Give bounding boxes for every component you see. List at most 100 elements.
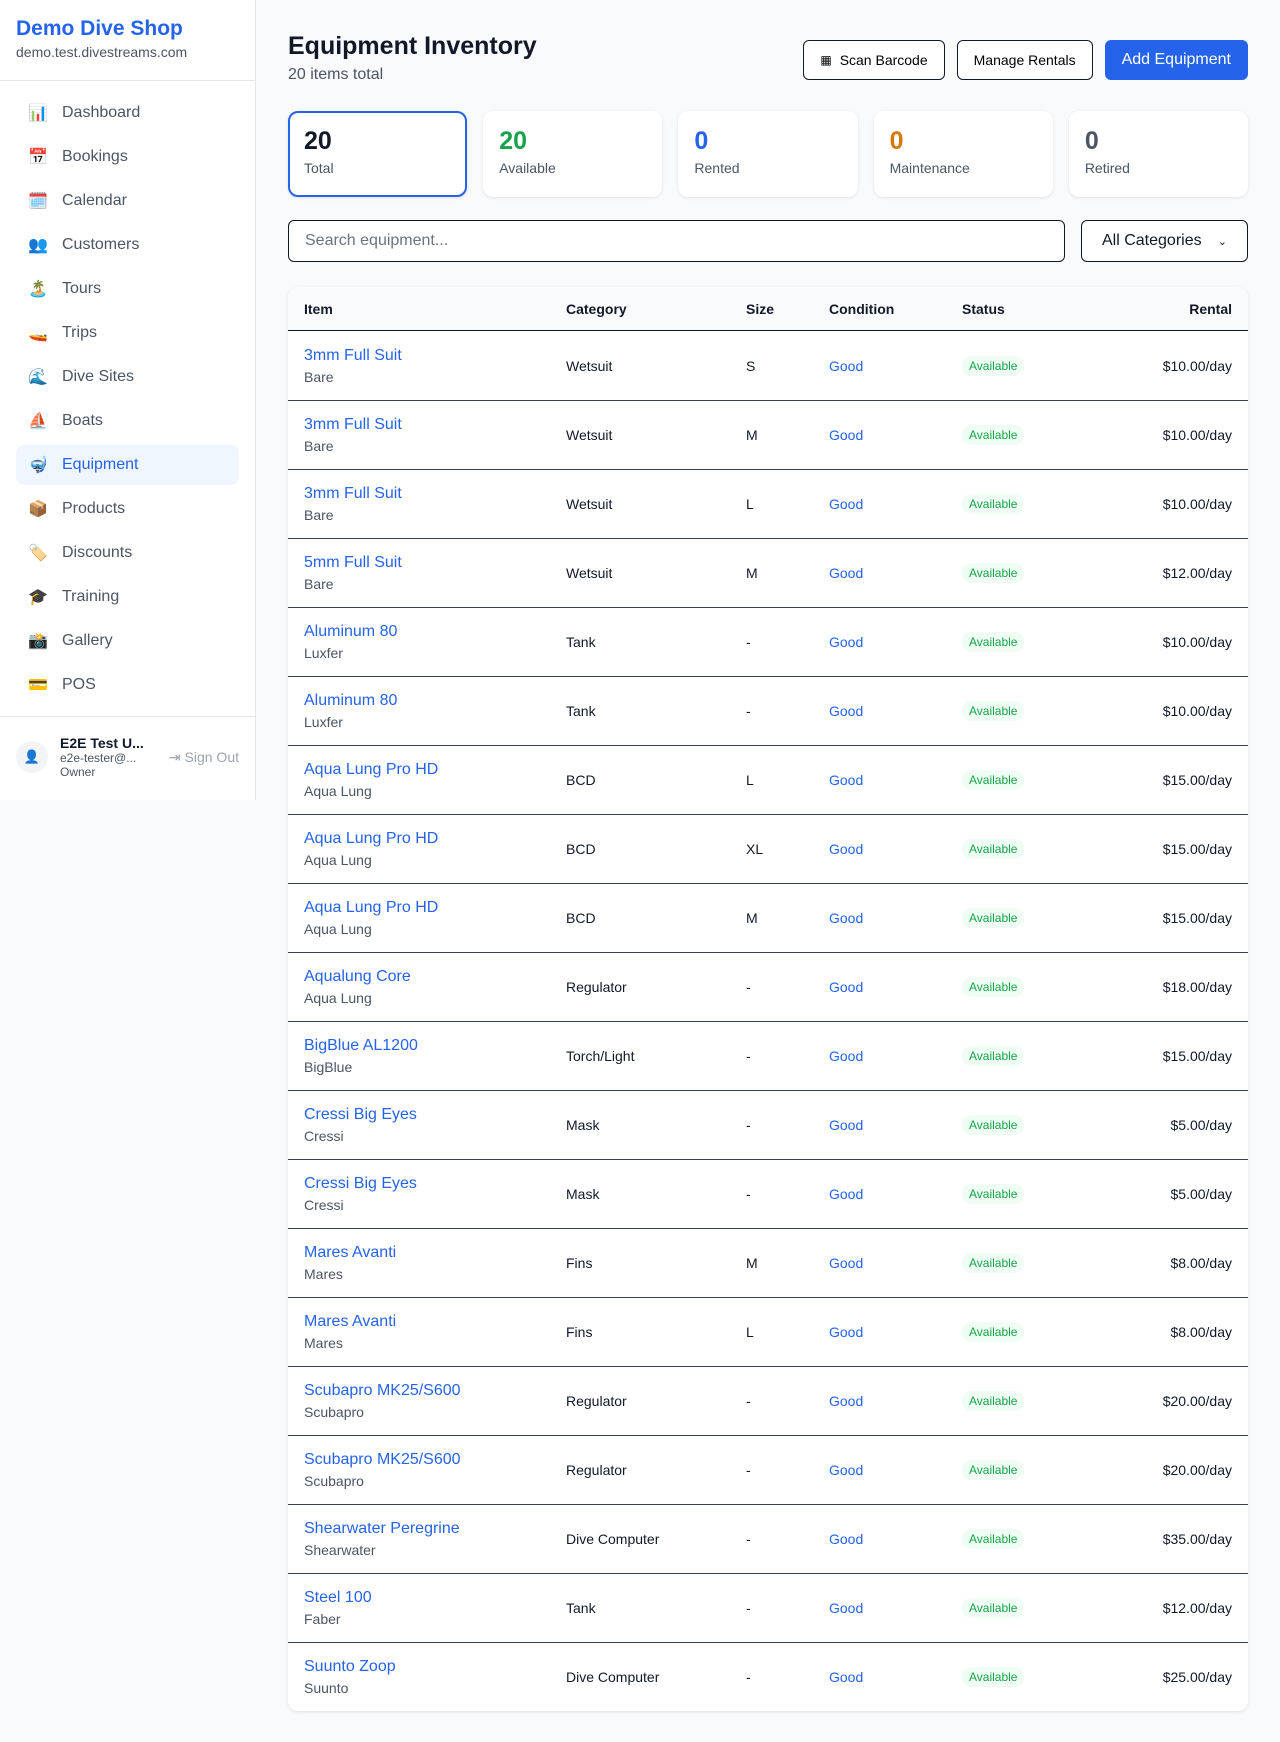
item-name-link[interactable]: Steel 100 — [304, 1589, 372, 1606]
item-name-link[interactable]: Aqua Lung Pro HD — [304, 899, 439, 916]
item-brand: Mares — [304, 1266, 343, 1282]
stat-card-available[interactable]: 20 Available — [483, 111, 663, 197]
add-equipment-button[interactable]: Add Equipment — [1104, 40, 1248, 80]
item-size: - — [746, 1048, 751, 1064]
table-row[interactable]: Aluminum 80 Luxfer Tank - Good Available … — [288, 607, 1248, 676]
sidebar-item-trips[interactable]: 🚤 Trips — [16, 313, 239, 353]
column-header: Size — [746, 300, 775, 317]
table-row[interactable]: Scubapro MK25/S600 Scubapro Regulator - G… — [288, 1366, 1248, 1435]
table-row[interactable]: 5mm Full Suit Bare Wetsuit M Good Availab… — [288, 538, 1248, 607]
category-select[interactable]: All Categories ⌄ — [1081, 220, 1248, 262]
table-row[interactable]: Mares Avanti Mares Fins L Good Available … — [288, 1297, 1248, 1366]
sidebar-item-customers[interactable]: 👥 Customers — [16, 225, 239, 265]
scan-barcode-button[interactable]: ▦ Scan Barcode — [803, 40, 945, 80]
sidebar-item-pos[interactable]: 💳 POS — [16, 665, 239, 705]
table-row[interactable]: Aqualung Core Aqua Lung Regulator - Good … — [288, 952, 1248, 1021]
item-size: L — [746, 772, 754, 788]
stat-card-rented[interactable]: 0 Rented — [678, 111, 858, 197]
item-name-link[interactable]: Suunto Zoop — [304, 1658, 396, 1675]
sidebar-item-label: Dashboard — [62, 104, 141, 121]
item-size: M — [746, 910, 758, 926]
item-name-link[interactable]: Shearwater Peregrine — [304, 1520, 460, 1537]
item-name-link[interactable]: Cressi Big Eyes — [304, 1175, 417, 1192]
item-category: Wetsuit — [566, 565, 613, 581]
item-name-link[interactable]: Aqualung Core — [304, 968, 411, 985]
table-row[interactable]: 3mm Full Suit Bare Wetsuit L Good Availab… — [288, 469, 1248, 538]
table-row[interactable]: 3mm Full Suit Bare Wetsuit M Good Availab… — [288, 400, 1248, 469]
stat-card-total[interactable]: 20 Total — [288, 111, 468, 197]
table-row[interactable]: Suunto Zoop Suunto Dive Computer - Good A… — [288, 1642, 1248, 1711]
item-rental-price: $5.00/day — [1170, 1186, 1233, 1202]
sign-out-button[interactable]: ⇥ Sign Out — [169, 749, 239, 766]
item-name-link[interactable]: 3mm Full Suit — [304, 485, 402, 502]
table-row[interactable]: Mares Avanti Mares Fins M Good Available … — [288, 1228, 1248, 1297]
sidebar-item-equipment[interactable]: 🤿 Equipment — [16, 445, 239, 485]
item-rental-price: $5.00/day — [1170, 1117, 1233, 1133]
item-size: S — [746, 357, 756, 374]
item-name-link[interactable]: 5mm Full Suit — [304, 554, 402, 571]
item-rental-price: $8.00/day — [1170, 1255, 1233, 1271]
item-name-link[interactable]: Aqua Lung Pro HD — [304, 761, 439, 778]
item-name-link[interactable]: BigBlue AL1200 — [304, 1037, 418, 1054]
sidebar-item-label: Gallery — [62, 632, 113, 649]
item-category: Wetsuit — [566, 357, 613, 374]
item-name-link[interactable]: Cressi Big Eyes — [304, 1106, 417, 1123]
table-row[interactable]: Cressi Big Eyes Cressi Mask - Good Availa… — [288, 1159, 1248, 1228]
search-input[interactable] — [288, 220, 1065, 262]
item-name-link[interactable]: 3mm Full Suit — [304, 346, 402, 364]
status-badge: Available — [962, 1184, 1025, 1204]
item-category: Tank — [566, 703, 596, 719]
item-category: Mask — [566, 1117, 600, 1133]
item-name-link[interactable]: Aqua Lung Pro HD — [304, 830, 439, 847]
table-row[interactable]: Shearwater Peregrine Shearwater Dive Comp… — [288, 1504, 1248, 1573]
sidebar-item-training[interactable]: 🎓 Training — [16, 577, 239, 617]
item-rental-price: $35.00/day — [1162, 1531, 1232, 1547]
table-row[interactable]: Aqua Lung Pro HD Aqua Lung BCD M Good Ava… — [288, 883, 1248, 952]
table-row[interactable]: Steel 100 Faber Tank - Good Available $12… — [288, 1573, 1248, 1642]
item-name-link[interactable]: 3mm Full Suit — [304, 416, 402, 433]
table-row[interactable]: Aqua Lung Pro HD Aqua Lung BCD L Good Ava… — [288, 745, 1248, 814]
table-row[interactable]: Aqua Lung Pro HD Aqua Lung BCD XL Good Av… — [288, 814, 1248, 883]
equipment-table: Item Category Size Condition Status Rental 3m… — [288, 287, 1248, 1711]
sidebar-item-bookings[interactable]: 📅 Bookings — [16, 137, 239, 177]
brand-name[interactable]: Demo Dive Shop — [16, 17, 183, 40]
column-header: Item — [304, 300, 333, 317]
item-rental-price: $15.00/day — [1162, 841, 1232, 857]
item-condition: Good — [829, 1669, 864, 1685]
table-row[interactable]: Cressi Big Eyes Cressi Mask - Good Availa… — [288, 1090, 1248, 1159]
item-name-link[interactable]: Aluminum 80 — [304, 692, 398, 709]
table-row[interactable]: 3mm Full Suit Bare Wetsuit S Good Availab… — [288, 331, 1248, 400]
item-name-link[interactable]: Mares Avanti — [304, 1313, 397, 1330]
user-panel: 👤 E2E Test U... e2e-tester@... Owner ⇥ S… — [0, 716, 255, 797]
tours-icon: 🏝️ — [28, 281, 48, 298]
sidebar-item-tours[interactable]: 🏝️ Tours — [16, 269, 239, 309]
item-category: Regulator — [566, 979, 627, 995]
stat-card-maintenance[interactable]: 0 Maintenance — [873, 111, 1053, 197]
sidebar-item-discounts[interactable]: 🏷️ Discounts — [16, 533, 239, 573]
table-row[interactable]: BigBlue AL1200 BigBlue Torch/Light - Good… — [288, 1021, 1248, 1090]
stat-card-retired[interactable]: 0 Retired — [1068, 111, 1249, 197]
sidebar-item-dive-sites[interactable]: 🌊 Dive Sites — [16, 357, 239, 397]
sidebar-item-gallery[interactable]: 📸 Gallery — [16, 621, 239, 661]
status-badge: Available — [962, 977, 1025, 997]
sidebar-item-products[interactable]: 📦 Products — [16, 489, 239, 529]
item-rental-price: $20.00/day — [1162, 1393, 1232, 1409]
item-rental-price: $8.00/day — [1170, 1324, 1233, 1340]
stat-label: Retired — [1084, 160, 1130, 176]
item-category: Wetsuit — [566, 427, 613, 443]
sidebar-item-dashboard[interactable]: 📊 Dashboard — [16, 93, 239, 133]
table-row[interactable]: Aluminum 80 Luxfer Tank - Good Available … — [288, 676, 1248, 745]
item-name-link[interactable]: Scubapro MK25/S600 — [304, 1451, 461, 1468]
manage-rentals-button[interactable]: Manage Rentals — [956, 40, 1093, 80]
boats-icon: ⛵ — [28, 413, 48, 430]
dive-sites-icon: 🌊 — [28, 369, 48, 386]
item-name-link[interactable]: Mares Avanti — [304, 1244, 397, 1261]
table-header: Item Category Size Condition Status Rental — [288, 287, 1248, 331]
item-size: - — [746, 1393, 751, 1409]
sidebar-item-label: Boats — [62, 412, 103, 429]
item-name-link[interactable]: Scubapro MK25/S600 — [304, 1382, 461, 1399]
sidebar-item-calendar[interactable]: 🗓️ Calendar — [16, 181, 239, 221]
item-name-link[interactable]: Aluminum 80 — [304, 623, 398, 640]
sidebar-item-boats[interactable]: ⛵ Boats — [16, 401, 239, 441]
table-row[interactable]: Scubapro MK25/S600 Scubapro Regulator - G… — [288, 1435, 1248, 1504]
